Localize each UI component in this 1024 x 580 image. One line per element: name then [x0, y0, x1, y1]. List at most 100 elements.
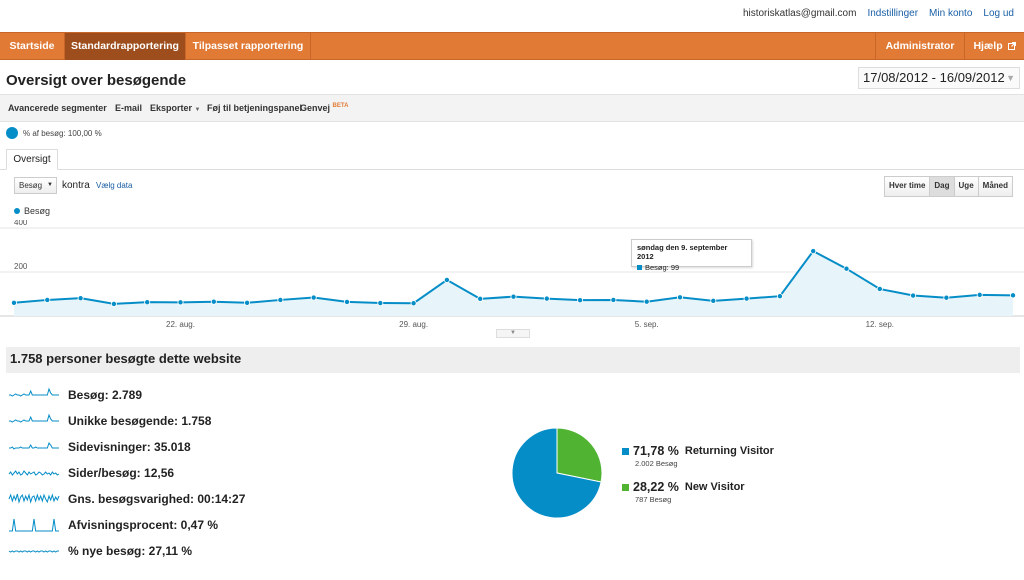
metric-row-pageviews: Sidevisninger: 35.018 [8, 434, 368, 460]
pages-per-visit-sparkline [8, 470, 60, 476]
nav-help[interactable]: Hjælp [964, 33, 1024, 60]
chevron-down-icon: ▼ [47, 182, 53, 188]
sparkline-path [8, 493, 60, 504]
x-tick-label: 22. aug. [166, 320, 195, 329]
data-point [210, 298, 217, 305]
collapse-chart-toggle[interactable]: ▼ [496, 329, 530, 338]
data-point [943, 294, 950, 301]
sparkline-path [9, 441, 59, 450]
data-point [310, 294, 317, 301]
returning-swatch [622, 447, 629, 455]
pie-legend-new: 28,22 % New Visitor 787 Besøg [622, 480, 774, 504]
data-point [610, 296, 617, 303]
advanced-segments-button[interactable]: Avancerede segmenter [8, 103, 107, 113]
sparkline-path [9, 413, 59, 423]
chevron-down-icon: ▼ [510, 330, 516, 336]
visitor-type-pie-chart [511, 427, 603, 519]
top-bar: historiskatlas@gmail.com Indstillinger M… [0, 0, 1024, 32]
legend-label: Besøg [24, 206, 51, 216]
unique-visitors-sparkline [9, 413, 59, 423]
metric-row-visits: Besøg: 2.789 [8, 382, 368, 408]
metric-pages-per-visit: Sider/besøg: 12,56 [68, 466, 175, 480]
shortcut-button[interactable]: Genvej BETA [300, 103, 348, 113]
data-point [1010, 292, 1017, 299]
logout-link[interactable]: Log ud [983, 8, 1014, 19]
sparkline-path [8, 470, 60, 476]
data-point [776, 293, 783, 300]
visits-area [14, 251, 1013, 316]
pageviews-sparkline [9, 441, 59, 450]
my-account-link[interactable]: Min konto [929, 8, 973, 19]
data-point [410, 300, 417, 307]
date-range-picker[interactable]: 17/08/2012 - 16/09/2012 ▼ [858, 67, 1020, 89]
data-point [876, 285, 883, 292]
granularity-toggle: Hver time Dag Uge Måned [883, 176, 1013, 197]
new-visits-sparkline [8, 550, 59, 553]
segment-indicator: % af besøg: 100,00 % [6, 127, 102, 139]
x-tick-label: 29. aug. [399, 320, 428, 329]
legend-dot [14, 208, 20, 214]
metric-new-visits: % nye besøg: 27,11 % [68, 544, 193, 558]
nav-tab-custom-reports[interactable]: Tilpasset rapportering [186, 33, 311, 60]
avg-duration-sparkline [8, 493, 60, 504]
nav-tab-standard-reports[interactable]: Standardrapportering [65, 33, 186, 60]
data-point [343, 298, 350, 305]
sparkline-path [8, 550, 59, 553]
account-email: historiskatlas@gmail.com [742, 8, 857, 19]
data-point [743, 295, 750, 302]
data-point [843, 265, 850, 272]
export-button[interactable]: Eksporter ▼ [150, 103, 201, 113]
data-point [443, 276, 450, 283]
shortcut-label: Genvej [300, 103, 331, 113]
date-range-value: 17/08/2012 - 16/09/2012 [863, 70, 1005, 85]
data-point [477, 295, 484, 302]
granularity-day[interactable]: Dag [929, 177, 954, 196]
tab-overview[interactable]: Oversigt [6, 149, 58, 170]
nav-help-label: Hjælp [973, 40, 1003, 52]
data-point [677, 294, 684, 301]
add-to-dashboard-button[interactable]: Føj til betjeningspanel [207, 103, 303, 113]
metric-pageviews: Sidevisninger: 35.018 [68, 440, 191, 454]
metric-dropdown[interactable]: Besøg ▼ [14, 177, 57, 194]
data-point [910, 292, 917, 299]
nav-tab-startside[interactable]: Startside [0, 33, 65, 60]
data-point [810, 248, 817, 255]
new-label: New Visitor [684, 481, 745, 493]
metric-visits: Besøg: 2.789 [68, 388, 143, 402]
metric-unique-visitors: Unikke besøgende: 1.758 [68, 414, 212, 428]
pie-legend: 71,78 % Returning Visitor 2.002 Besøg 28… [622, 444, 774, 516]
tooltip-date: søndag den 9. september 2012 [637, 243, 728, 261]
data-point [44, 296, 51, 303]
pie-slice-new [556, 427, 603, 483]
returning-visits: 2.002 Besøg [635, 459, 678, 468]
tab-divider [0, 169, 1024, 170]
metric-row-bounce: Afvisningsprocent: 0,47 % [8, 512, 368, 538]
data-point [244, 299, 251, 306]
metric-row-unique: Unikke besøgende: 1.758 [8, 408, 368, 434]
data-point [510, 293, 517, 300]
pie-slice-returning [511, 427, 602, 519]
data-point [177, 299, 184, 306]
granularity-hourly[interactable]: Hver time [884, 177, 930, 196]
vs-label: kontra [62, 180, 90, 191]
email-button[interactable]: E-mail [115, 103, 143, 113]
main-nav: Startside Standardrapportering Tilpasset… [0, 32, 1024, 60]
metric-row-pages-per-visit: Sider/besøg: 12,56 [8, 460, 368, 486]
select-metric-link[interactable]: Vælg data [96, 181, 133, 190]
new-swatch [622, 483, 629, 491]
granularity-month[interactable]: Måned [977, 177, 1012, 196]
settings-link[interactable]: Indstillinger [867, 8, 919, 19]
granularity-week[interactable]: Uge [953, 177, 978, 196]
data-point [77, 295, 84, 302]
new-pct: 28,22 % [633, 480, 679, 494]
data-point [277, 296, 284, 303]
data-point [710, 297, 717, 304]
nav-admin[interactable]: Administrator [875, 33, 964, 60]
account-links: historiskatlas@gmail.com Indstillinger M… [743, 8, 1014, 19]
metric-bounce-rate: Afvisningsprocent: 0,47 % [68, 518, 219, 532]
chart-tooltip: søndag den 9. september 2012 Besøg: 99 [631, 239, 752, 272]
metric-dropdown-value: Besøg [19, 181, 43, 190]
x-tick-label: 12. sep. [866, 320, 894, 329]
data-point [144, 299, 151, 306]
bounce-rate-sparkline [9, 518, 59, 532]
